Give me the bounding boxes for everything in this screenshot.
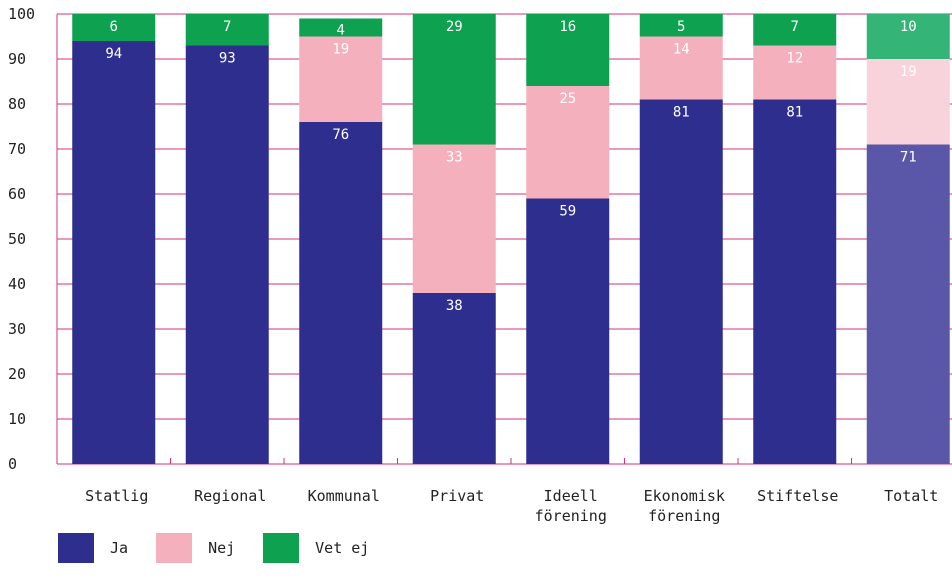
bar-segment [639,99,723,464]
bar-segment [753,14,837,46]
legend-swatch-vet-ej [263,533,300,563]
data-label: 12 [786,51,803,67]
legend-label-vet-ej: Vet ej [315,539,370,557]
bar-segment [753,99,837,464]
data-label: 14 [673,42,690,58]
bar-segment [753,45,837,100]
data-label: 81 [786,105,803,121]
data-label: 93 [219,51,236,67]
data-label: 38 [446,298,463,314]
bar-segment [299,122,383,464]
y-tick-label: 20 [8,365,26,383]
y-tick-label: 100 [8,5,35,23]
data-label: 19 [900,64,917,80]
y-tick-label: 50 [8,230,26,248]
y-tick-label: 40 [8,275,26,293]
bar-segment [866,59,950,145]
data-label: 19 [332,42,349,58]
category-label: förening [535,507,607,525]
data-label: 5 [677,19,685,35]
y-tick-label: 10 [8,410,26,428]
bar-segment [412,14,496,145]
y-tick-label: 80 [8,95,26,113]
category-label: Totalt [884,487,938,505]
category-label: Regional [194,487,266,505]
category-label: Ekonomisk [644,487,725,505]
category-label: Kommunal [308,487,380,505]
bar-segment [412,144,496,293]
legend-label-nej: Nej [208,539,236,557]
y-tick-label: 70 [8,140,26,158]
data-label: 59 [559,204,576,220]
bar-segment [72,14,156,41]
data-label: 33 [446,150,463,166]
y-tick-label: 30 [8,320,26,338]
data-label: 7 [791,19,799,35]
category-label: Ideell [544,487,598,505]
legend-item-nej: Nej [156,533,235,563]
legend: Ja Nej Vet ej [58,533,397,563]
data-label: 6 [110,19,118,35]
category-label: Privat [430,487,484,505]
bar-segment [526,198,610,464]
data-label: 76 [332,127,349,143]
y-tick-label: 60 [8,185,26,203]
data-label: 10 [900,19,917,35]
category-label: Stiftelse [757,487,838,505]
data-label: 94 [105,46,122,62]
bar-segment [866,14,950,59]
data-label: 81 [673,105,690,121]
bar-segment [72,41,156,464]
legend-item-vet-ej: Vet ej [263,533,369,563]
bar-segment [639,14,723,37]
bar-segment [185,45,269,464]
bar-segment [299,18,383,37]
data-label: 29 [446,19,463,35]
bar-segment [412,293,496,464]
bar-segment [866,144,950,464]
category-label: Statlig [85,487,148,505]
bar-segment [299,36,383,122]
legend-swatch-nej [156,533,193,563]
bar-segment [526,14,610,86]
legend-swatch-ja [58,533,94,563]
bar-segment [185,14,269,46]
y-tick-label: 0 [8,455,17,473]
category-label: förening [648,507,720,525]
data-label: 7 [223,19,231,35]
legend-item-ja: Ja [58,533,128,563]
data-label: 4 [337,23,345,39]
data-label: 71 [900,150,917,166]
y-tick-label: 90 [8,50,26,68]
data-label: 16 [559,19,576,35]
data-label: 25 [559,91,576,107]
bar-segment [639,36,723,100]
bar-segment [526,86,610,199]
legend-label-ja: Ja [110,539,129,557]
